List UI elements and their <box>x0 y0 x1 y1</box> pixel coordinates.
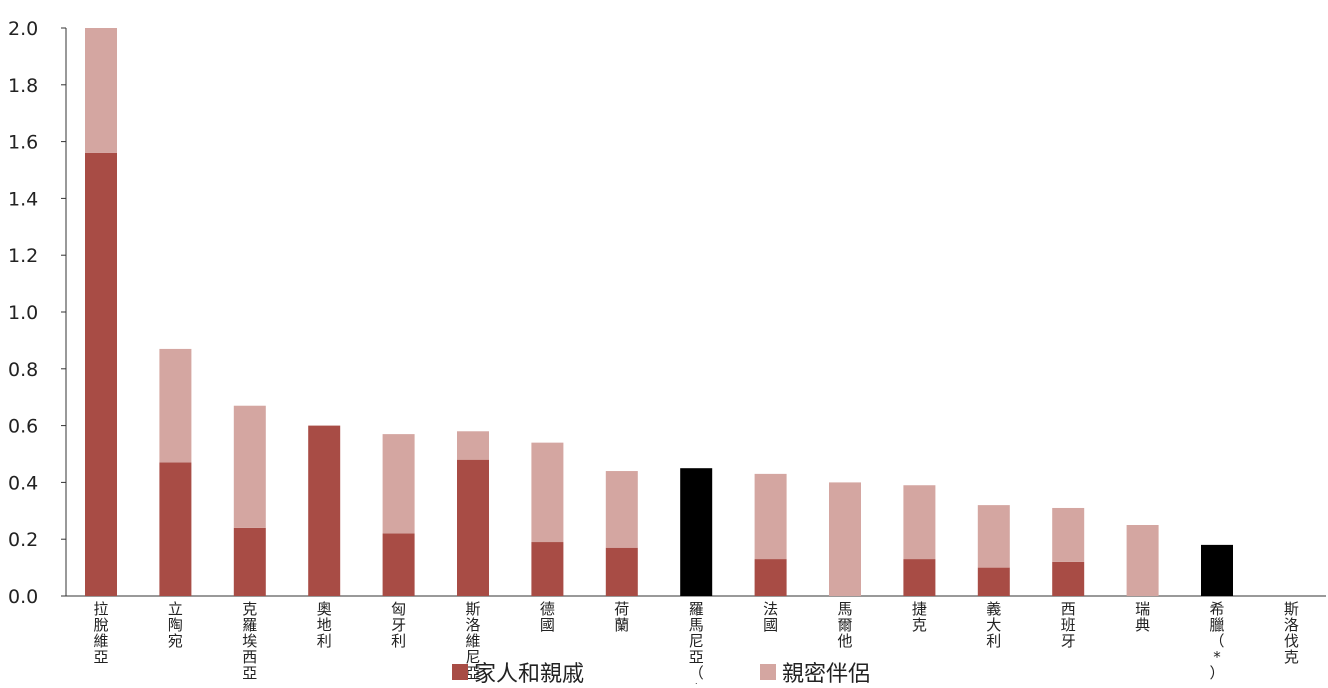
legend-family: 家人和親戚 <box>452 656 584 688</box>
bar-partner <box>977 505 1010 568</box>
y-tick-label: 1.2 <box>8 245 38 267</box>
y-tick-label: 0.8 <box>8 359 38 381</box>
bar-partner <box>605 471 638 548</box>
bar-partner <box>85 28 117 153</box>
y-tick-label: 0.4 <box>8 472 38 494</box>
bar-family <box>85 152 117 596</box>
x-category-label: 捷克 <box>912 600 927 634</box>
x-category-label: 立陶宛 <box>168 600 183 650</box>
bar-partner <box>903 485 936 560</box>
x-category-label: 馬爾他 <box>837 600 852 650</box>
x-category-label: 匈牙利 <box>391 600 406 650</box>
bar-partner <box>233 405 266 528</box>
legend-partner-label: 親密伴侶 <box>782 662 871 687</box>
bar-partner <box>829 482 861 596</box>
bar-partner <box>159 348 192 463</box>
x-category-label: 德國 <box>540 600 555 634</box>
x-category-label: 拉脫維亞 <box>93 600 108 666</box>
bar-family <box>382 533 415 596</box>
legend-family-label: 家人和親戚 <box>474 662 585 687</box>
legend-partner: 親密伴侶 <box>760 656 870 688</box>
bar-family <box>754 559 787 596</box>
y-tick-label: 2.0 <box>8 18 38 40</box>
y-tick-label: 1.0 <box>8 302 38 324</box>
bar-partner <box>754 473 787 560</box>
bar-family <box>457 459 489 596</box>
y-tick-label: 0.6 <box>8 416 38 438</box>
bar-family <box>308 425 341 596</box>
bar-family <box>159 462 192 596</box>
bar-total-only <box>680 468 713 596</box>
x-category-label: 羅馬尼亞（*） <box>689 600 704 684</box>
x-category-label: 荷蘭 <box>614 600 629 634</box>
legend-family-swatch <box>452 664 468 680</box>
bars <box>85 28 1233 596</box>
legend-partner-swatch <box>760 664 776 680</box>
x-category-label: 斯洛維尼亞 <box>465 600 480 682</box>
bar-partner <box>1052 507 1085 562</box>
x-category-label: 希臘（*） <box>1209 600 1224 682</box>
bar-total-only <box>1201 544 1233 596</box>
y-tick-label: 1.4 <box>8 188 38 210</box>
x-axis-labels: 拉脫維亞 立陶宛 克羅埃西亞 奧地利 匈牙利 斯洛維尼亞 德國 荷蘭 羅馬尼亞（*） 法國 馬爾他 捷… <box>93 600 1298 684</box>
bar-family <box>531 542 564 596</box>
y-axis: 0.0 0.2 0.4 0.6 0.8 1.0 1.2 1.4 1.6 1.8 2.0 <box>8 18 1326 608</box>
bar-partner <box>1126 525 1159 596</box>
x-category-label: 法國 <box>763 600 778 634</box>
bar-partner <box>457 431 489 460</box>
x-category-label: 瑞典 <box>1135 600 1150 634</box>
x-category-label: 奧地利 <box>317 600 332 650</box>
bar-family <box>233 527 266 596</box>
bar-partner <box>531 442 564 543</box>
bar-family <box>903 559 936 596</box>
y-tick-label: 1.6 <box>8 132 38 154</box>
x-category-label: 西班牙 <box>1061 600 1076 650</box>
bar-family <box>1052 561 1085 596</box>
bar-partner <box>382 434 415 534</box>
x-category-label: 義大利 <box>986 600 1001 650</box>
y-tick-label: 1.8 <box>8 75 38 97</box>
x-category-label: 克羅埃西亞 <box>242 600 257 682</box>
x-category-label: 斯洛伐克 <box>1284 600 1299 666</box>
bar-family <box>977 567 1010 596</box>
bar-family <box>605 547 638 596</box>
y-tick-label: 0.2 <box>8 529 38 551</box>
y-tick-label: 0.0 <box>8 586 38 608</box>
